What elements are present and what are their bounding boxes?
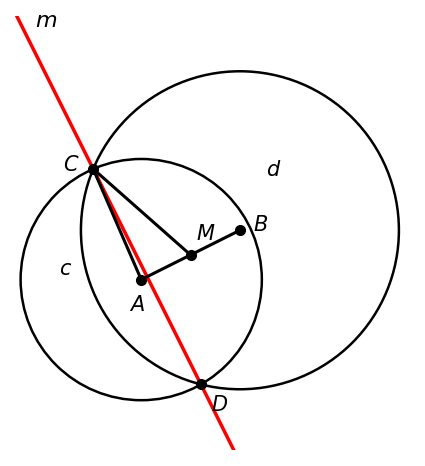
Text: A: A	[130, 295, 144, 315]
Text: B: B	[253, 215, 267, 235]
Text: D: D	[212, 395, 228, 415]
Text: M: M	[196, 224, 214, 244]
Text: C: C	[63, 155, 78, 175]
Text: m: m	[35, 11, 57, 31]
Text: c: c	[59, 259, 70, 279]
Text: d: d	[266, 160, 279, 180]
